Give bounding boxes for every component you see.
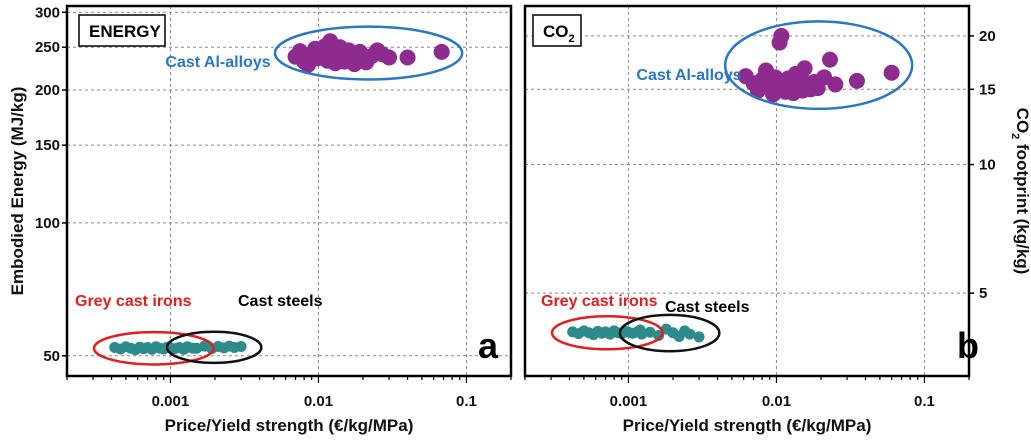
panel-letter: b	[957, 325, 979, 366]
group-label: Cast steels	[238, 293, 323, 310]
y-tick-label: 5	[979, 285, 987, 302]
data-point	[182, 341, 193, 352]
data-point	[694, 331, 705, 342]
data-point	[400, 49, 416, 65]
plot-area	[525, 6, 969, 376]
plot-area	[67, 6, 511, 376]
x-tick-label: 0.001	[610, 393, 648, 410]
data-point	[434, 44, 450, 60]
y-axis-label: Embodied Energy (MJ/kg)	[8, 87, 27, 296]
y-tick-label: 20	[979, 28, 996, 45]
data-point	[849, 73, 865, 89]
panel-title: ENERGY	[89, 22, 161, 41]
panel-energy: 0.001 0.01 0.1 50 100 150 200 250 300 Cast Al-all…	[8, 4, 511, 435]
group-label: Grey cast irons	[75, 293, 192, 310]
x-axis-label: Price/Yield strength (€/kg/MPa)	[165, 416, 414, 435]
y-tick-label: 200	[35, 82, 60, 99]
y-tick-label: 250	[35, 39, 60, 56]
panel-co2: 0.001 0.01 0.1 5 10 15 20 Cast Al-alloys Grey ca…	[525, 6, 1031, 435]
data-point	[236, 341, 247, 352]
group-label: Cast Al-alloys	[165, 54, 270, 71]
data-point	[773, 28, 789, 44]
y-axis-label: CO2 footprint (kg/kg)	[1009, 108, 1031, 275]
y-tick-label: 50	[43, 348, 60, 365]
y-axis-label-rest: footprint (kg/kg)	[1013, 139, 1031, 274]
y-tick-label: 300	[35, 4, 60, 21]
x-tick-label: 0.001	[152, 393, 190, 410]
panel-letter: a	[478, 325, 499, 366]
data-point	[884, 65, 900, 81]
group-label: Cast Al-alloys	[636, 67, 741, 84]
data-point	[822, 52, 838, 68]
x-tick-label: 0.1	[914, 393, 935, 410]
y-tick-label: 150	[35, 137, 60, 154]
y-tick-label: 10	[979, 157, 996, 174]
data-point	[635, 325, 646, 336]
panel-title-subscript: 2	[569, 33, 575, 45]
x-tick-label: 0.01	[762, 393, 791, 410]
y-tick-label: 100	[35, 215, 60, 232]
y-tick-label: 15	[979, 81, 996, 98]
x-tick-label: 0.1	[456, 393, 477, 410]
data-point	[381, 49, 397, 65]
x-axis-label: Price/Yield strength (€/kg/MPa)	[623, 416, 872, 435]
group-label: Cast steels	[665, 299, 750, 316]
group-label: Grey cast irons	[541, 293, 658, 310]
x-tick-label: 0.01	[304, 393, 333, 410]
data-point	[797, 60, 813, 76]
data-point	[827, 76, 843, 92]
